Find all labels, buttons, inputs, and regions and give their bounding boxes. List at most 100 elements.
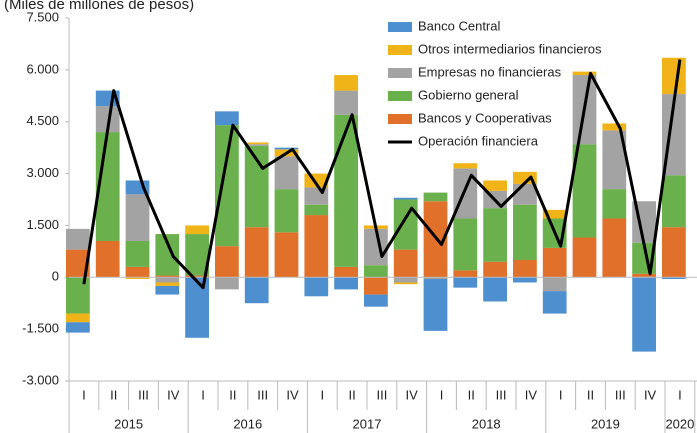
bar-segment bbox=[513, 277, 537, 283]
bar-segment bbox=[125, 240, 150, 267]
bar-segment bbox=[453, 218, 478, 271]
x-tick-label: I bbox=[320, 387, 324, 402]
bar-segment bbox=[304, 215, 329, 278]
bar-segment bbox=[393, 282, 418, 285]
bar-segment bbox=[274, 232, 299, 278]
bar-segment bbox=[393, 199, 418, 250]
bar-segment bbox=[185, 225, 209, 235]
x-tick-label: I bbox=[559, 387, 563, 402]
bar-segment bbox=[215, 277, 239, 290]
bar-segment bbox=[483, 261, 507, 278]
bar-segment bbox=[125, 277, 150, 280]
x-tick-label: IV bbox=[167, 387, 180, 402]
bar-segment bbox=[662, 175, 686, 228]
bar-segment bbox=[513, 260, 537, 278]
bar-segment bbox=[215, 125, 239, 247]
bar-segment bbox=[423, 192, 448, 202]
y-tick-label: 6.000 bbox=[26, 61, 59, 76]
legend-swatch bbox=[388, 22, 412, 32]
bar-segment bbox=[125, 266, 150, 278]
bar-segment bbox=[215, 246, 239, 278]
x-tick-label: I bbox=[201, 387, 205, 402]
bar-segment bbox=[632, 277, 656, 352]
x-tick-label: IV bbox=[286, 387, 299, 402]
x-tick-label: IV bbox=[525, 387, 538, 402]
legend-label: Empresas no financieras bbox=[418, 64, 562, 79]
bar-segment bbox=[453, 163, 478, 169]
bar-segment bbox=[602, 218, 627, 278]
bar-segment bbox=[483, 208, 507, 262]
bar-segment bbox=[95, 240, 120, 278]
bar-segment bbox=[155, 282, 180, 286]
bar-segment bbox=[423, 279, 448, 331]
bar-segment bbox=[215, 111, 239, 126]
bar-segment bbox=[244, 142, 269, 145]
bar-segment bbox=[66, 249, 90, 278]
x-tick-label: II bbox=[348, 387, 355, 402]
bar-segment bbox=[662, 227, 686, 278]
legend-label: Bancos y Cooperativas bbox=[418, 110, 552, 125]
line-series bbox=[82, 59, 682, 290]
bar-segment bbox=[662, 57, 686, 95]
x-tick-label: I bbox=[82, 387, 86, 402]
bar-segment bbox=[66, 277, 90, 314]
y-tick-label: 1.500 bbox=[26, 217, 59, 232]
bar-segment bbox=[185, 277, 209, 338]
x-group-label: 2018 bbox=[472, 416, 501, 431]
bar-segment bbox=[244, 227, 269, 278]
legend-swatch bbox=[388, 114, 412, 124]
y-tick-label: 0 bbox=[52, 269, 59, 284]
x-tick-label: III bbox=[257, 387, 268, 402]
bar-segment bbox=[572, 237, 597, 278]
x-tick-label: II bbox=[468, 387, 475, 402]
bar-segment bbox=[632, 273, 656, 278]
bar-segment bbox=[542, 209, 567, 219]
x-group-label: 2016 bbox=[233, 416, 262, 431]
bar-segment bbox=[244, 144, 269, 146]
bar-segment bbox=[393, 277, 418, 283]
bar-segment bbox=[572, 71, 597, 76]
bar-segment bbox=[155, 285, 180, 295]
y-tick-label: 3.000 bbox=[26, 165, 59, 180]
bar-segment bbox=[602, 123, 627, 131]
bar-segment bbox=[364, 265, 388, 278]
bar-segment bbox=[334, 90, 358, 115]
bar-segment bbox=[66, 313, 90, 323]
legend-label: Operación financiera bbox=[418, 133, 539, 148]
bar-segment bbox=[602, 189, 627, 219]
legend-swatch bbox=[388, 91, 412, 101]
bar-segment bbox=[66, 228, 90, 250]
legend-label: Otros intermediarios financieros bbox=[418, 41, 602, 56]
bar-segment bbox=[542, 291, 567, 314]
bar-segment bbox=[393, 197, 418, 200]
x-tick-label: II bbox=[110, 387, 117, 402]
bar-segment bbox=[244, 277, 269, 304]
bar-segment bbox=[185, 275, 209, 278]
bar-segment bbox=[364, 294, 388, 307]
legend-swatch bbox=[388, 68, 412, 78]
bar-segment bbox=[662, 277, 686, 280]
bar-segment bbox=[453, 270, 478, 278]
bar-segment bbox=[572, 144, 597, 238]
bar-segment bbox=[304, 204, 329, 216]
bar-segment bbox=[542, 277, 567, 292]
legend-swatch bbox=[388, 45, 412, 55]
y-tick-label: 4.500 bbox=[26, 113, 59, 128]
bar-segment bbox=[155, 234, 180, 276]
x-tick-label: III bbox=[138, 387, 149, 402]
bar-segment bbox=[66, 322, 90, 333]
bar-segment bbox=[155, 277, 180, 283]
x-tick-label: II bbox=[587, 387, 594, 402]
y-tick-label: -1.500 bbox=[22, 321, 59, 336]
x-tick-label: IV bbox=[644, 387, 657, 402]
bar-segment bbox=[274, 156, 299, 190]
bar-segment bbox=[155, 275, 180, 278]
x-group-label: 2017 bbox=[353, 416, 382, 431]
legend-label: Banco Central bbox=[418, 18, 500, 33]
bar-segment bbox=[334, 266, 358, 278]
x-group-label: 2019 bbox=[591, 416, 620, 431]
bar-segment bbox=[483, 180, 507, 191]
y-tick-label: 7.500 bbox=[26, 9, 59, 24]
bar-segment bbox=[483, 277, 507, 302]
